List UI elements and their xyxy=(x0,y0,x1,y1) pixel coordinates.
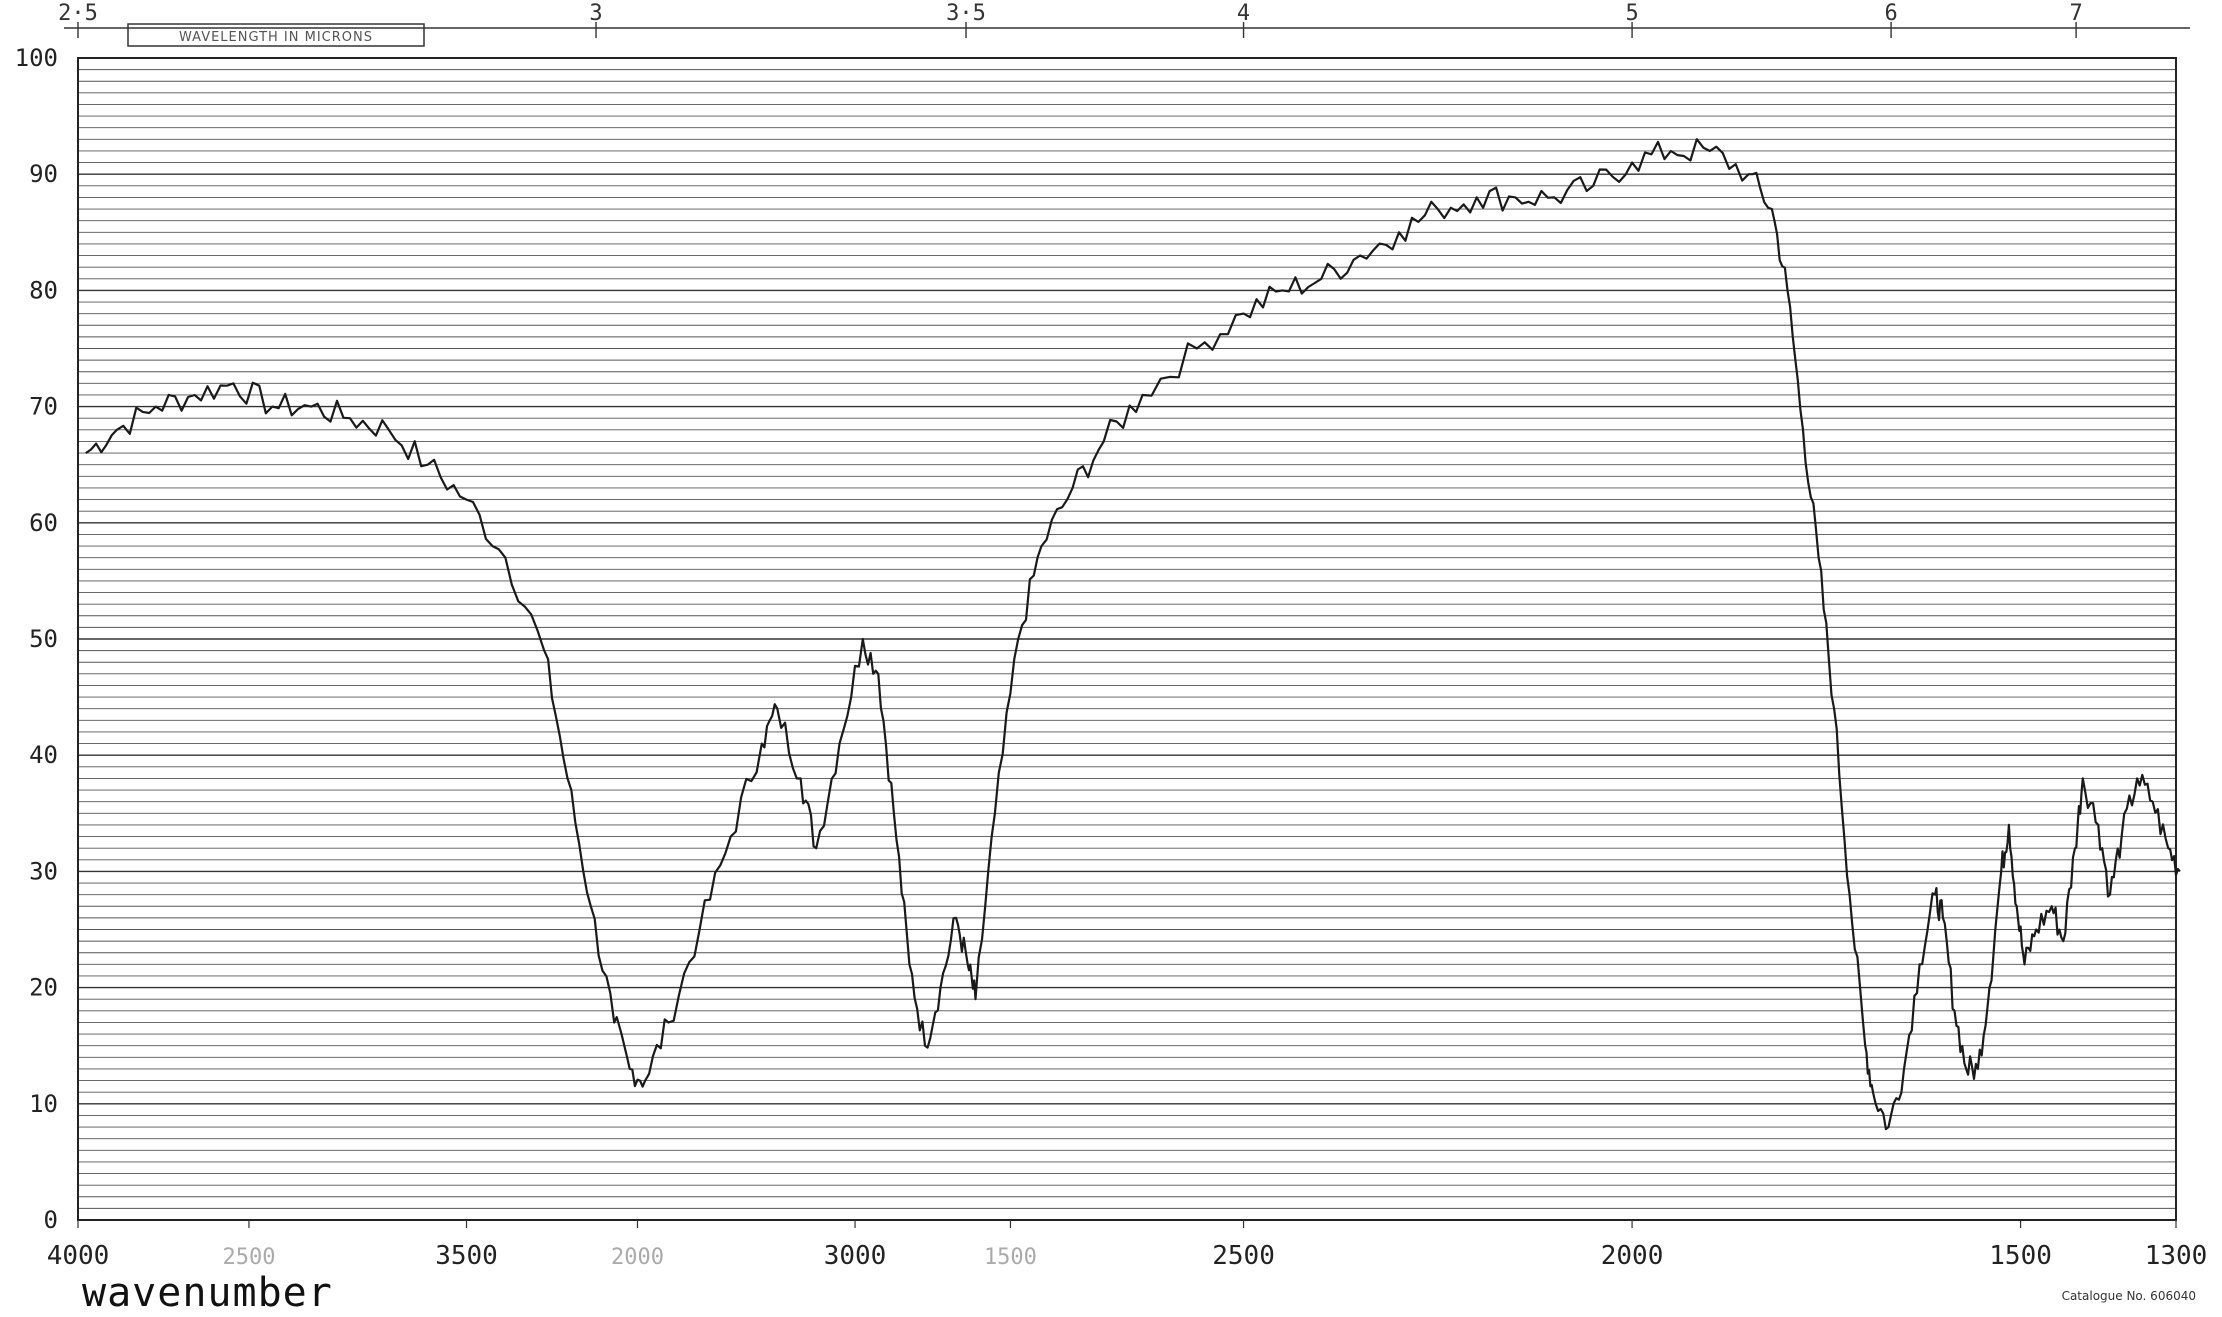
x-tick-label: 3000 xyxy=(824,1241,887,1271)
plot-frame xyxy=(77,57,2177,1221)
x-axis-ticks: 4000 3500 3000 2500 2000 1500 1300 2500 2000 1500 xyxy=(47,1220,2208,1271)
x-tick-label: 4000 xyxy=(47,1241,110,1271)
y-tick-label: 90 xyxy=(29,160,58,188)
top-tick-label: 3 xyxy=(589,1,602,26)
top-tick-label: 3·5 xyxy=(946,1,986,26)
y-tick-label: 80 xyxy=(29,276,58,304)
top-axis-label-box: WAVELENGTH IN MICRONS xyxy=(127,23,425,47)
top-tick-label: 4 xyxy=(1237,1,1250,26)
x-tick-label: 2000 xyxy=(611,1245,664,1270)
catalogue-number: Catalogue No. 606040 xyxy=(2062,1289,2196,1303)
x-tick-label: 2000 xyxy=(1601,1241,1664,1271)
y-axis-ticks: 0 10 20 30 40 50 60 70 80 90 100 xyxy=(15,44,58,1234)
top-tick-label: 2·5 xyxy=(58,1,98,26)
y-tick-label: 10 xyxy=(29,1090,58,1118)
y-tick-label: 30 xyxy=(29,857,58,885)
x-tick-label: 1300 xyxy=(2145,1241,2208,1271)
y-tick-label: 20 xyxy=(29,974,58,1002)
y-tick-label: 60 xyxy=(29,509,58,537)
top-tick-label: 5 xyxy=(1625,1,1638,26)
series-layer xyxy=(85,138,2181,1131)
x-tick-label: 2500 xyxy=(1212,1241,1275,1271)
spectrum-line xyxy=(85,138,2181,1131)
x-axis-label: wavenumber xyxy=(82,1270,333,1316)
top-tick-label: 7 xyxy=(2069,1,2082,26)
x-tick-label: 1500 xyxy=(1989,1241,2052,1271)
x-tick-label: 1500 xyxy=(984,1245,1037,1270)
y-tick-label: 40 xyxy=(29,741,58,769)
top-tick-label: 6 xyxy=(1884,1,1897,26)
top-axis-label: WAVELENGTH IN MICRONS xyxy=(179,30,373,45)
top-axis-ticks: 2·5 3 3·5 4 5 6 7 xyxy=(58,1,2190,38)
x-tick-label: 2500 xyxy=(222,1245,275,1270)
y-tick-label: 70 xyxy=(29,393,58,421)
y-tick-label: 0 xyxy=(44,1206,58,1234)
chart-grid xyxy=(78,57,2176,1221)
x-tick-label: 3500 xyxy=(435,1241,498,1271)
y-tick-label: 50 xyxy=(29,625,58,653)
y-tick-label: 100 xyxy=(15,44,58,72)
